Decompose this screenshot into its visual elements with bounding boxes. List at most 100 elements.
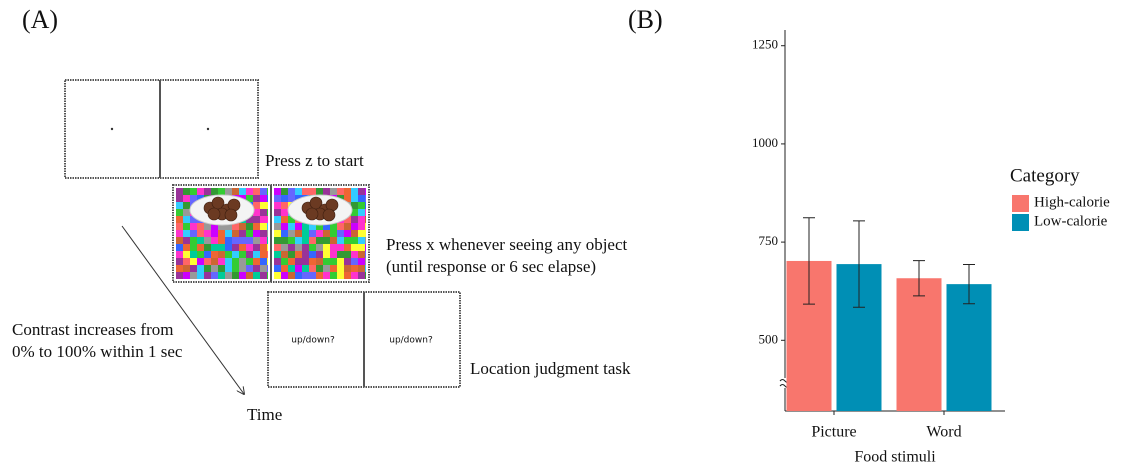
mosaic-tile	[267, 265, 268, 272]
food	[208, 208, 220, 220]
mosaic-tile	[239, 188, 246, 195]
mosaic-tile	[344, 258, 351, 265]
mosaic-tile	[239, 272, 246, 279]
mosaic-tile	[253, 244, 260, 251]
mosaic-tile	[246, 223, 253, 230]
mosaic-tile	[267, 251, 268, 258]
mosaic-tile	[267, 202, 268, 209]
mosaic-tile	[302, 237, 309, 244]
mosaic-tile	[330, 265, 337, 272]
mosaic-tile	[358, 230, 365, 237]
mosaic-tile	[365, 223, 366, 230]
mosaic-tile	[225, 251, 232, 258]
mosaic-tile	[358, 209, 365, 216]
mosaic-tile	[253, 230, 260, 237]
mosaic-tile	[176, 244, 183, 251]
mosaic-tile	[232, 258, 239, 265]
mosaic-tile	[246, 188, 253, 195]
mosaic-tile	[274, 188, 281, 195]
mosaic-tile	[274, 223, 281, 230]
mosaic-tile	[183, 258, 190, 265]
mosaic-tile	[281, 202, 288, 209]
mosaic-tile	[176, 216, 183, 223]
mosaic-tile	[211, 265, 218, 272]
mosaic-tile	[190, 272, 197, 279]
mosaic-tile	[183, 188, 190, 195]
mosaic-tile	[302, 265, 309, 272]
mosaic-tile	[288, 188, 295, 195]
mosaic-tile	[274, 265, 281, 272]
mosaic-tile	[225, 258, 232, 265]
mosaic-tile	[183, 209, 190, 216]
mosaic-tile	[246, 244, 253, 251]
mosaic-tile	[218, 272, 225, 279]
mosaic-tile	[267, 272, 268, 279]
mosaic-tile	[302, 251, 309, 258]
mosaic-tile	[288, 258, 295, 265]
mosaic-tile	[211, 244, 218, 251]
mosaic-tile	[274, 272, 281, 279]
panel-a: (A) Press z to start Press x whenever se…	[12, 5, 631, 424]
step-text: Press z to start	[265, 151, 364, 170]
mosaic-tile	[183, 237, 190, 244]
mosaic-tile	[260, 251, 267, 258]
mosaic-tile	[288, 244, 295, 251]
mosaic-tile	[211, 230, 218, 237]
mosaic-tile	[309, 244, 316, 251]
mosaic-tile	[232, 230, 239, 237]
mosaic-tile	[358, 202, 365, 209]
mosaic-tile	[183, 244, 190, 251]
mosaic-tile	[232, 251, 239, 258]
mosaic-tile	[358, 188, 365, 195]
mosaic-tile	[281, 237, 288, 244]
mosaic-tile	[239, 230, 246, 237]
mosaic-tile	[183, 272, 190, 279]
note: 0% to 100% within 1 sec	[12, 342, 183, 361]
mosaic-tile	[337, 237, 344, 244]
mosaic-tile	[197, 237, 204, 244]
mosaic-tile	[267, 188, 268, 195]
mosaic-tile	[344, 223, 351, 230]
mosaic-tile	[365, 216, 366, 223]
mosaic-tile	[365, 258, 366, 265]
mosaic-tile	[274, 195, 281, 202]
x-tick-label: Word	[926, 424, 961, 441]
mosaic-tile	[267, 223, 268, 230]
mosaic-tile	[204, 237, 211, 244]
mosaic-tile	[365, 251, 366, 258]
mosaic-tile	[267, 230, 268, 237]
mosaic-tile	[274, 230, 281, 237]
mosaic-tile	[176, 209, 183, 216]
mosaic-tile	[260, 230, 267, 237]
mosaic-tile	[204, 265, 211, 272]
mosaic-tile	[260, 244, 267, 251]
y-tick-label: 750	[759, 233, 779, 248]
fixation-dot	[207, 128, 209, 130]
mosaic-tile	[239, 265, 246, 272]
mosaic-tile	[309, 230, 316, 237]
mosaic-tile	[309, 258, 316, 265]
mosaic-tile	[365, 195, 366, 202]
mosaic-tile	[246, 230, 253, 237]
note: Contrast increases from	[12, 320, 173, 339]
mosaic-tile	[274, 202, 281, 209]
mosaic-tile	[288, 265, 295, 272]
legend-swatch	[1012, 195, 1029, 212]
mosaic-tile	[351, 223, 358, 230]
mosaic-tile	[309, 251, 316, 258]
legend-title: Category	[1010, 165, 1080, 186]
mosaic-tile	[365, 244, 366, 251]
mosaic-tile	[309, 265, 316, 272]
mosaic-tile	[323, 237, 330, 244]
mosaic-tile	[267, 195, 268, 202]
mosaic-tile	[316, 237, 323, 244]
mosaic-tile	[253, 188, 260, 195]
mosaic-tile	[281, 244, 288, 251]
mosaic-tile	[218, 237, 225, 244]
mosaic-tile	[358, 195, 365, 202]
mosaic-tile	[344, 188, 351, 195]
mosaic-tile	[218, 188, 225, 195]
mosaic-tile	[176, 272, 183, 279]
mosaic-tile	[239, 251, 246, 258]
mosaic-tile	[316, 188, 323, 195]
